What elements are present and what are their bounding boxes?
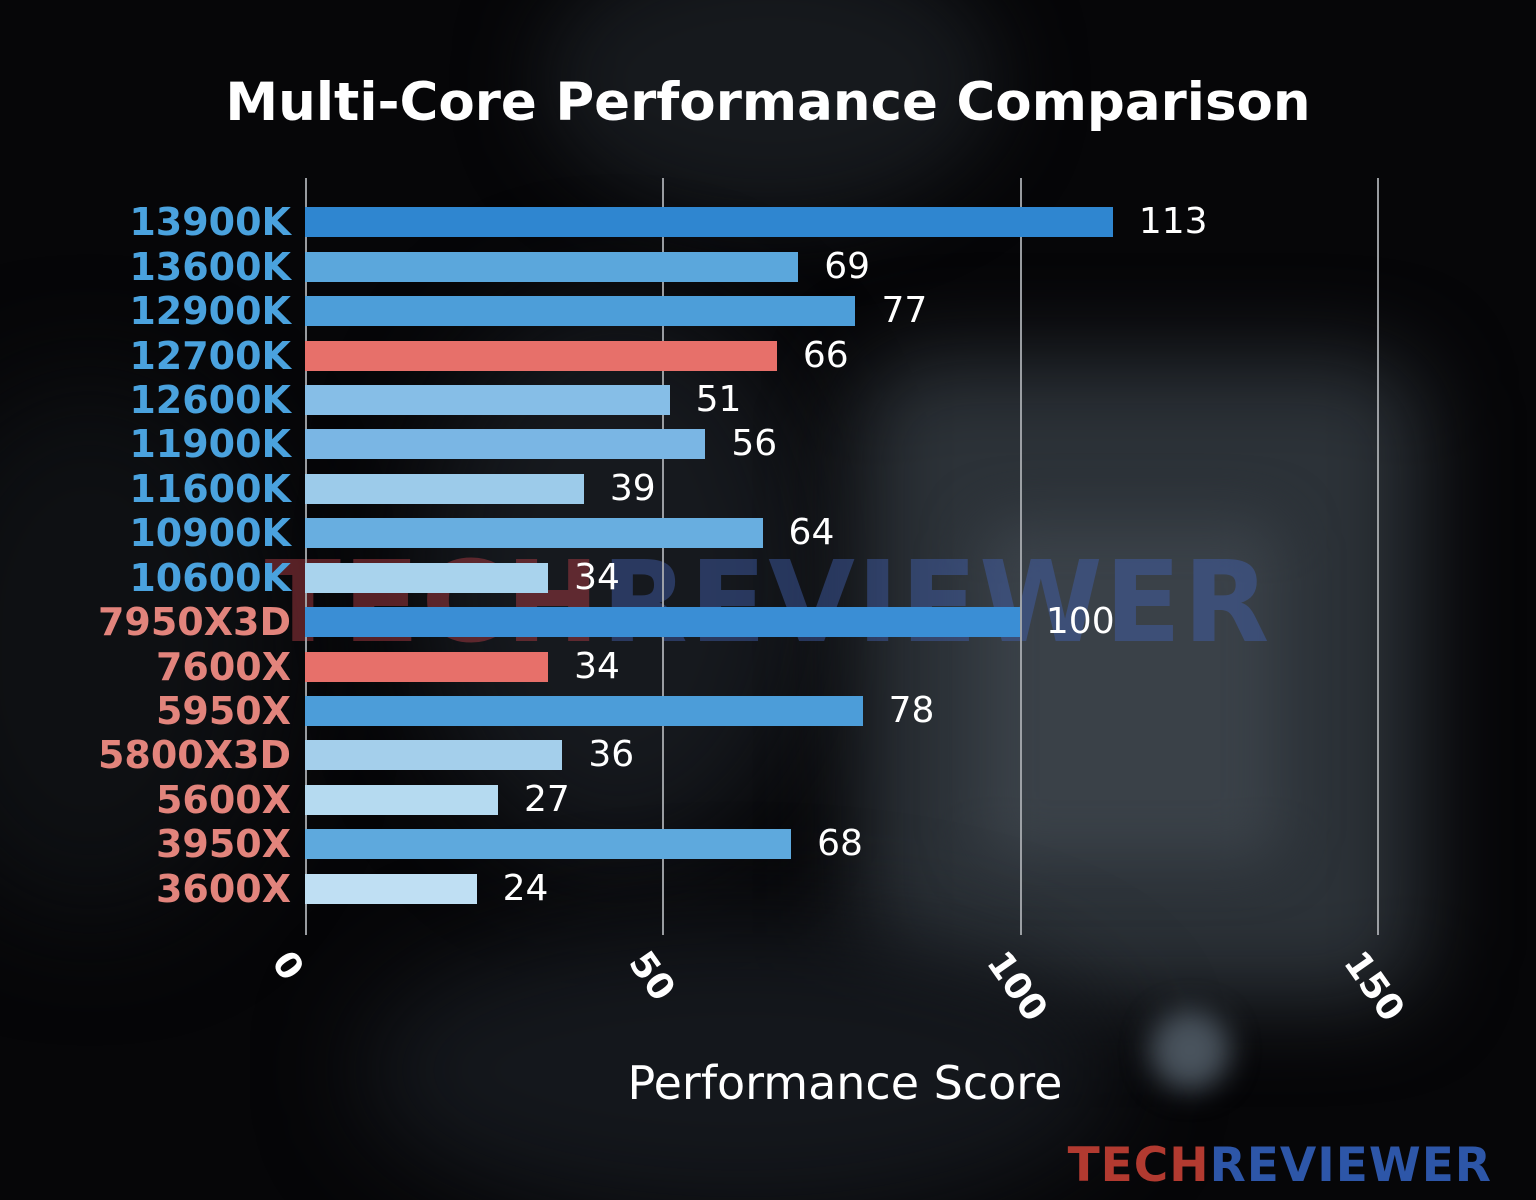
bar-row: 7950X3D 100 (98, 600, 1431, 644)
value-label: 36 (588, 734, 635, 776)
category-label: 12900K (129, 289, 291, 334)
bar-row: 13600K 69 (129, 244, 1431, 288)
value-label: 66 (802, 334, 849, 376)
category-label: 3600X (155, 866, 291, 911)
brand-logo-reviewer: REVIEWER (1209, 1138, 1492, 1193)
value-label: 69 (824, 245, 871, 287)
gridline (1377, 178, 1380, 935)
bar-row: 12600K 51 (129, 378, 1431, 422)
brand-logo-tech: TECH (1067, 1138, 1210, 1193)
gridline (1019, 178, 1022, 935)
brand-logo: TECHREVIEWER (1068, 1138, 1492, 1193)
category-label: 7950X3D (97, 600, 291, 645)
category-label: 5600X (155, 777, 291, 822)
watermark-reviewer: REVIEWER (601, 538, 1272, 668)
bar (305, 740, 563, 771)
background-cpu-shape (980, 520, 1280, 860)
bar-row: 3600X 24 (156, 867, 1431, 911)
bar (305, 651, 549, 682)
bar-row: 5800X3D 36 (98, 733, 1431, 777)
watermark: TECHREVIEWER (0, 538, 1536, 668)
plot-area: 13900K 113 13600K 69 12900K 77 12700K 66 12600K 5… (98, 178, 1431, 935)
bar (305, 784, 499, 815)
category-label: 13900K (129, 200, 291, 245)
value-label: 68 (817, 823, 863, 865)
value-label: 34 (574, 645, 620, 687)
value-label: 34 (574, 556, 620, 598)
bar (305, 562, 549, 593)
bar-row: 10600K 34 (129, 556, 1431, 600)
bar-row: 12900K 77 (129, 289, 1431, 333)
category-label: 10600K (129, 555, 291, 600)
value-label: 39 (609, 467, 656, 509)
bar (305, 696, 863, 727)
value-label: 27 (524, 778, 570, 820)
value-label: 113 (1138, 201, 1208, 243)
background-highlight-dot (1150, 1010, 1230, 1090)
bar-rows: 13900K 113 13600K 69 12900K 77 12700K 66 12600K 5… (98, 178, 1431, 935)
category-label: 5950X (155, 689, 291, 734)
bar (305, 607, 1020, 638)
bar-row: 11900K 56 (129, 422, 1431, 466)
bar-row: 3950X 68 (156, 822, 1431, 866)
bar (305, 296, 856, 327)
category-label: 11600K (129, 466, 291, 511)
gridline (305, 178, 307, 935)
bar-row: 12700K 66 (129, 333, 1431, 377)
bar-row: 5950X 78 (156, 689, 1431, 733)
background-blur-shape (540, 0, 1000, 220)
bar-row: 11600K 39 (129, 467, 1431, 511)
value-label: 56 (731, 423, 778, 465)
bar (305, 207, 1113, 238)
value-label: 64 (788, 512, 835, 554)
chart-title: Multi-Core Performance Comparison (225, 71, 1311, 133)
value-label: 78 (888, 690, 935, 732)
bar-row: 10900K 64 (129, 511, 1431, 555)
category-label: 12700K (129, 333, 291, 378)
bar (305, 473, 584, 504)
gridline (662, 178, 665, 935)
category-label: 5800X3D (97, 733, 291, 778)
category-label: 11900K (129, 422, 291, 467)
bar (305, 340, 777, 371)
bar (305, 251, 799, 282)
bar (305, 384, 670, 415)
category-label: 10900K (129, 511, 291, 556)
value-label: 51 (695, 378, 742, 420)
bar (305, 518, 763, 549)
bar (305, 829, 792, 860)
value-label: 100 (1045, 601, 1115, 643)
value-label: 77 (881, 290, 928, 332)
category-label: 7600X (155, 644, 291, 689)
category-label: 3950X (155, 822, 291, 867)
background-blur-shape (360, 920, 1120, 1200)
bar-row: 7600X 34 (156, 644, 1431, 688)
bar (305, 873, 477, 904)
bar-row: 13900K 113 (129, 200, 1431, 244)
bar-row: 5600X 27 (156, 778, 1431, 822)
watermark-tech: TECH (264, 538, 602, 668)
x-axis-title: Performance Score (627, 1056, 1063, 1110)
category-label: 13600K (129, 244, 291, 289)
value-label: 24 (502, 867, 549, 909)
bar (305, 429, 706, 460)
category-label: 12600K (129, 377, 291, 422)
